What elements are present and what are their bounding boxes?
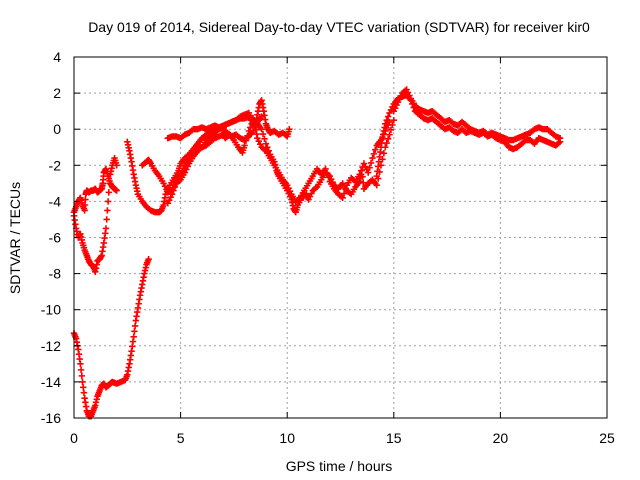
data-point [367,159,375,167]
x-tick-label: 25 [599,430,615,446]
y-tick-label: 2 [53,85,61,101]
data-point [357,167,365,174]
data-point [286,126,293,133]
data-point [77,360,84,368]
data-point [370,150,378,158]
gridlines [74,57,607,418]
data-point [365,169,372,176]
data-point [81,207,88,214]
y-tick-label: -10 [41,302,61,318]
data-point [77,366,85,374]
data-point [386,131,393,138]
data-point [382,120,389,127]
y-tick-label: -8 [49,266,62,282]
data-point [356,171,363,178]
y-tick-label: 0 [53,121,61,137]
series-kir0-track-i [390,86,564,144]
y-tick-label: -12 [41,338,61,354]
data-point [79,378,86,386]
data-point [168,190,176,198]
data-point [323,169,331,177]
series-kir0-track-a [70,165,120,216]
data-point [104,207,111,214]
y-tick-label: -2 [49,157,62,173]
data-point [262,140,270,147]
data-point [259,130,267,138]
series-kir0-track-h [373,91,564,180]
data-point [103,216,110,223]
data-point [325,174,332,181]
x-tick-label: 5 [177,430,185,446]
data-point [380,150,388,157]
series-kir0-track-b [70,154,120,275]
data-point [78,372,86,380]
data-marks [70,86,564,420]
data-point [322,165,329,173]
data-point [258,113,265,120]
data-point [556,135,564,142]
series-kir0-track-c [70,255,152,420]
data-point [113,187,120,194]
chart-title: Day 019 of 2014, Sidereal Day-to-day VTE… [88,19,590,35]
data-point [131,322,139,330]
data-point [258,126,265,133]
data-point [105,189,113,196]
data-point [261,135,268,143]
data-point [373,181,380,189]
data-point [113,162,120,169]
x-tick-label: 20 [493,430,509,446]
x-tick-label: 0 [70,430,78,446]
data-point [372,146,379,153]
data-point [81,201,89,209]
data-point [339,194,346,201]
y-tick-label: 4 [53,49,61,65]
data-point [171,183,179,191]
y-tick-label: -4 [49,193,62,209]
data-point [130,333,137,340]
y-tick-label: -14 [41,374,61,390]
data-point [366,164,373,171]
data-point [104,198,112,205]
data-point [340,190,348,197]
data-point [131,328,138,335]
data-point [80,389,88,396]
y-tick-label: -6 [49,230,62,246]
data-point [241,142,248,149]
data-point [170,187,177,194]
data-point [102,225,110,232]
data-point [383,116,390,124]
data-point [80,384,87,391]
x-axis-title: GPS time / hours [286,458,393,474]
data-point [384,135,392,143]
data-point [342,186,349,193]
data-point [387,126,395,134]
y-tick-label: -16 [41,410,61,426]
x-tick-label: 10 [279,430,295,446]
y-axis-title: SDTVAR / TECUs [7,182,23,294]
data-point [384,113,392,120]
data-point [390,116,397,124]
series-kir0-track-f [164,109,393,207]
data-point [82,196,89,203]
data-point [369,154,376,162]
data-point [106,180,113,187]
data-point [145,255,152,263]
x-tick-label: 15 [386,430,402,446]
series-kir0-track-g [164,113,265,144]
